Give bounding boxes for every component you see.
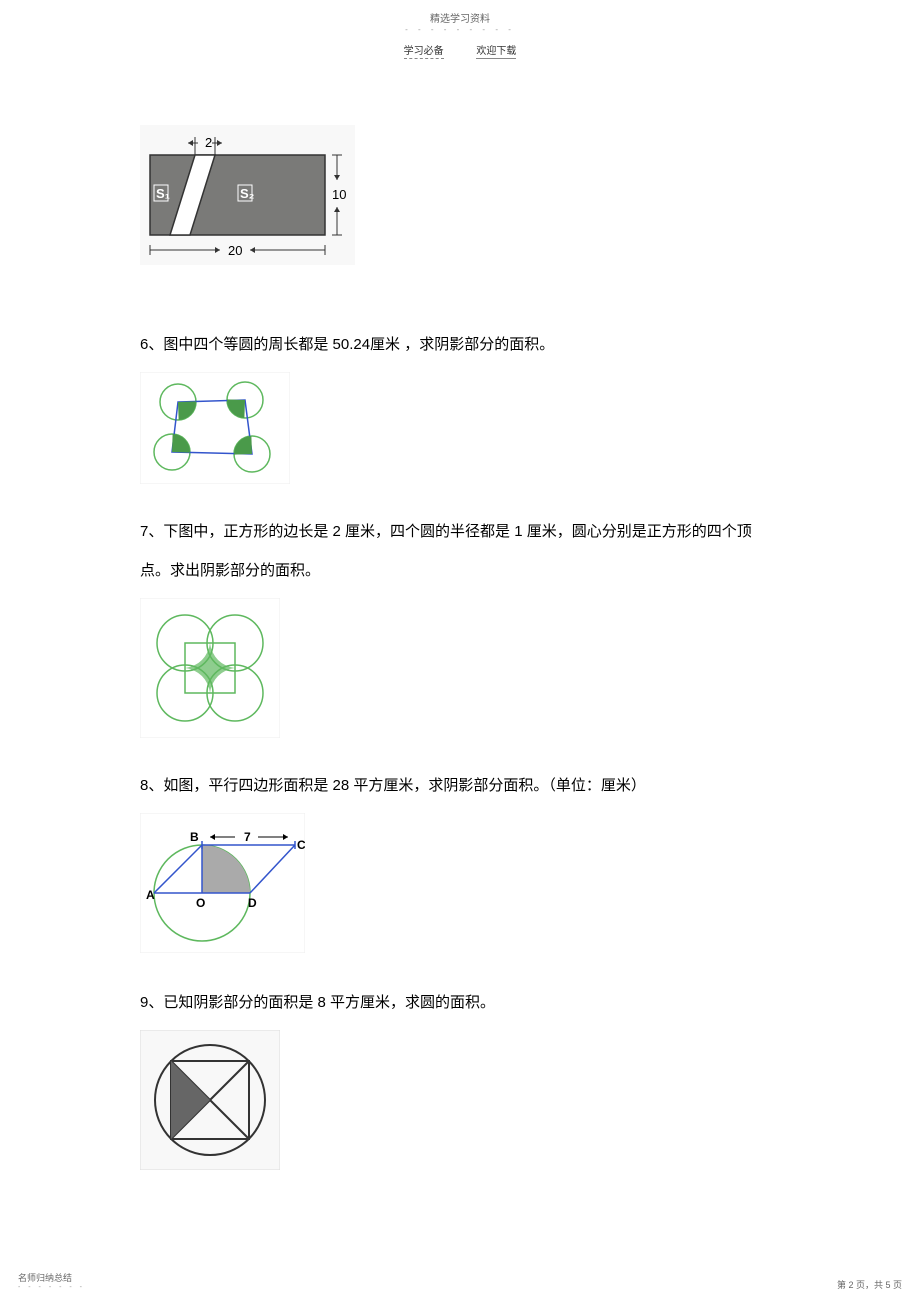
header-sub: 学习必备 欢迎下载 <box>0 42 920 57</box>
problem-8: 8、如图，平行四边形面积是 28 平方厘米，求阴影部分面积。（单位：厘米） <box>140 766 780 953</box>
svg-text:D: D <box>248 896 257 910</box>
svg-text:2: 2 <box>205 135 212 150</box>
problem-5-figure: 2 10 20 <box>140 125 780 265</box>
problem-8-figure: 7 B C A O D <box>140 813 780 953</box>
svg-text:20: 20 <box>228 243 242 258</box>
header-title: 精选学习资料 <box>0 0 920 25</box>
problem-6-figure <box>140 372 780 484</box>
problem-6-text: 6、图中四个等圆的周长都是 50.24厘米 ，求阴影部分的面积。 <box>140 325 780 364</box>
header-left-text: 学习必备 <box>404 46 444 59</box>
footer-left-text: 名师归纳总结 <box>18 1271 85 1284</box>
footer-left: 名师归纳总结 - - - - - - - <box>18 1271 85 1291</box>
svg-text:A: A <box>146 888 155 902</box>
svg-text:10: 10 <box>332 187 346 202</box>
problem-9-text: 9、已知阴影部分的面积是 8 平方厘米，求圆的面积。 <box>140 983 780 1022</box>
header-dots: - - - - - - - - - <box>0 25 920 34</box>
svg-text:S₂: S₂ <box>240 186 255 201</box>
problem-8-text: 8、如图，平行四边形面积是 28 平方厘米，求阴影部分面积。（单位：厘米） <box>140 766 780 805</box>
footer-right: 第 2 页，共 5 页 <box>837 1278 902 1291</box>
problem-7: 7、下图中，正方形的边长是 2 厘米，四个圆的半径都是 1 厘米，圆心分别是正方… <box>140 512 780 738</box>
problem-5: 2 10 20 <box>140 125 780 265</box>
problem-9-figure <box>140 1030 780 1170</box>
problem-7-figure <box>140 598 780 738</box>
problem-7-text: 7、下图中，正方形的边长是 2 厘米，四个圆的半径都是 1 厘米，圆心分别是正方… <box>140 512 780 590</box>
header-right-text: 欢迎下载 <box>476 46 516 59</box>
svg-text:O: O <box>196 896 205 910</box>
problem-6: 6、图中四个等圆的周长都是 50.24厘米 ，求阴影部分的面积。 <box>140 325 780 484</box>
svg-text:7: 7 <box>244 830 251 844</box>
svg-text:S₁: S₁ <box>156 186 170 201</box>
svg-text:C: C <box>297 838 305 852</box>
footer-dots: - - - - - - - <box>18 1284 85 1291</box>
svg-text:B: B <box>190 830 199 844</box>
content-area: 2 10 20 <box>0 57 920 1170</box>
problem-9: 9、已知阴影部分的面积是 8 平方厘米，求圆的面积。 <box>140 983 780 1170</box>
